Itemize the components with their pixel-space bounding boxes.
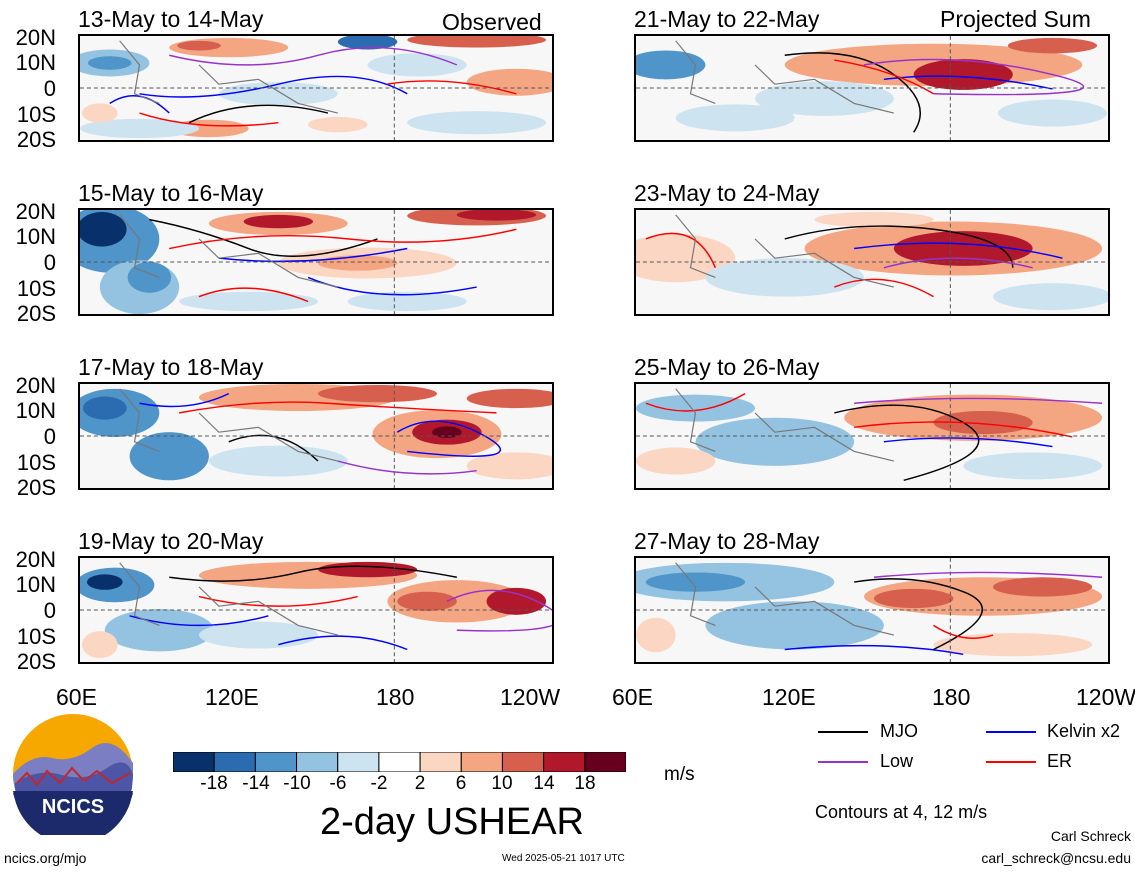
colorbar-label: 14 — [533, 773, 555, 794]
panel-title-4: 19-May to 20-May — [78, 528, 264, 554]
panel-title-7: 25-May to 26-May — [634, 354, 820, 380]
legend-line-er — [986, 761, 1036, 763]
lat-label: 0 — [43, 250, 56, 275]
lon-label-left-180: 180 — [376, 684, 415, 710]
colorbar-swatch — [501, 751, 545, 773]
lat-label: 10N — [15, 398, 56, 423]
colorbar-swatch — [378, 751, 421, 773]
colorbar-swatches — [172, 751, 627, 773]
legend-label-kelvin: Kelvin x2 — [1047, 721, 1121, 741]
lat-label: 20S — [16, 301, 56, 326]
observed-label: Observed — [442, 9, 542, 35]
map-panel-3-plot — [80, 384, 552, 488]
legend-label-mjo: MJO — [880, 721, 918, 741]
lat-label: 0 — [43, 76, 56, 101]
colorbar-label: 18 — [574, 773, 596, 794]
colorbar-label: -14 — [242, 773, 270, 794]
map-panel-5-plot — [636, 36, 1108, 140]
lat-label: 20N — [15, 547, 56, 572]
legend-line-kelvin — [986, 731, 1036, 733]
panel-title-8: 27-May to 28-May — [634, 528, 820, 554]
footer-timestamp: Wed 2025-05-21 1017 UTC — [502, 853, 625, 864]
lon-label-right-180: 180 — [932, 684, 971, 710]
projected-sum-label: Projected Sum — [940, 6, 1091, 32]
panel-title-2: 15-May to 16-May — [78, 180, 264, 206]
colorbar-label: 2 — [414, 773, 426, 794]
footer-author: Carl Schreck — [1050, 828, 1131, 844]
footer-email: carl_schreck@ncsu.edu — [981, 850, 1131, 866]
colorbar-swatch — [296, 751, 339, 773]
map-panel-4-plot — [80, 558, 552, 662]
map-panel-6 — [634, 208, 1110, 316]
map-panel-6-plot — [636, 210, 1108, 314]
colorbar-label: 10 — [491, 773, 513, 794]
map-panel-1 — [78, 34, 554, 142]
colorbar-label: -18 — [200, 773, 228, 794]
map-panel-7-plot — [636, 384, 1108, 488]
main-title: 2-day USHEAR — [320, 801, 584, 843]
lon-label-left-120e: 120E — [205, 684, 259, 710]
ncics-logo: NCICS — [12, 713, 134, 845]
lat-label: 20S — [16, 127, 56, 152]
legend-label-low: Low — [880, 751, 914, 771]
colorbar-swatch — [584, 751, 627, 773]
colorbar-label: -2 — [370, 773, 388, 794]
lat-label: 20N — [15, 25, 56, 50]
lat-label: 10S — [16, 624, 56, 649]
legend-label-er: ER — [1047, 751, 1073, 771]
map-panel-7 — [634, 382, 1110, 490]
colorbar-units: m/s — [664, 764, 695, 785]
panel-title-6: 23-May to 24-May — [634, 180, 820, 206]
map-panel-8-plot — [636, 558, 1108, 662]
lon-label-left-120w: 120W — [500, 684, 561, 710]
panel-title-5: 21-May to 22-May — [634, 6, 820, 32]
colorbar-label: 6 — [455, 773, 467, 794]
lat-label: 10N — [15, 572, 56, 597]
colorbar — [172, 751, 627, 773]
colorbar-label: -10 — [283, 773, 311, 794]
colorbar-swatch — [460, 751, 503, 773]
lat-label: 0 — [43, 424, 56, 449]
colorbar-swatch — [419, 751, 462, 773]
lat-label: 10S — [16, 276, 56, 301]
lon-label-right-120e: 120E — [762, 684, 816, 710]
panel-title-1: 13-May to 14-May — [78, 6, 264, 32]
lat-label: 10N — [15, 50, 56, 75]
map-panel-4 — [78, 556, 554, 664]
map-panel-5 — [634, 34, 1110, 142]
lat-label: 20N — [15, 199, 56, 224]
lat-label: 10N — [15, 224, 56, 249]
lon-label-right-120w: 120W — [1076, 684, 1135, 710]
logo-text: NCICS — [42, 796, 104, 818]
map-panel-8 — [634, 556, 1110, 664]
legend-line-mjo — [818, 731, 868, 733]
lat-label: 0 — [43, 598, 56, 623]
lat-label: 20N — [15, 373, 56, 398]
panel-title-3: 17-May to 18-May — [78, 354, 264, 380]
colorbar-swatch — [213, 751, 256, 773]
colorbar-label: -6 — [329, 773, 347, 794]
lat-label: 20S — [16, 475, 56, 500]
footer-url: ncics.org/mjo — [4, 850, 87, 866]
map-panel-1-plot — [80, 36, 552, 140]
map-panel-2 — [78, 208, 554, 316]
contours-note: Contours at 4, 12 m/s — [815, 802, 988, 822]
lat-label: 20S — [16, 649, 56, 674]
lat-label: 10S — [16, 450, 56, 475]
map-panel-3 — [78, 382, 554, 490]
legend-line-low — [818, 761, 868, 763]
lon-label-left-60e: 60E — [56, 684, 97, 710]
map-panel-2-plot — [80, 210, 552, 314]
colorbar-swatch — [543, 751, 586, 773]
lon-label-right-60e: 60E — [612, 684, 653, 710]
lat-label: 10S — [16, 102, 56, 127]
colorbar-swatch — [172, 751, 215, 773]
colorbar-swatch — [337, 751, 380, 773]
colorbar-swatch — [254, 751, 298, 773]
